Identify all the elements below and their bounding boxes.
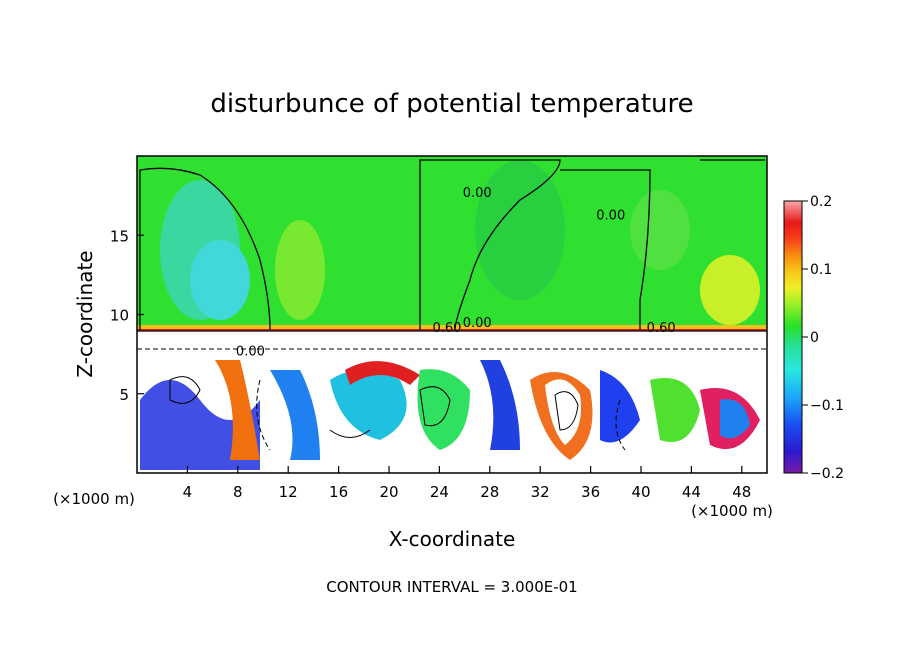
y-tick-label: 10 xyxy=(110,307,129,325)
x-axis-ticks: 4 8 12 16 20 24 28 32 36 40 44 48 xyxy=(183,466,751,501)
x-tick-label: 40 xyxy=(631,483,650,501)
contour-label: 0.00 xyxy=(596,208,625,223)
y-tick-label: 5 xyxy=(119,386,129,404)
x-tick-label: 44 xyxy=(682,483,701,501)
x-tick-label: 48 xyxy=(732,483,751,501)
x-tick-label: 20 xyxy=(379,483,398,501)
colorbar-tick-label: −0.1 xyxy=(810,398,844,414)
contour-label: 0.00 xyxy=(463,186,492,201)
y-tick-label: 15 xyxy=(110,227,129,245)
contour-interval-note: CONTOUR INTERVAL = 3.000E-01 xyxy=(326,578,577,596)
y-axis-ticks: 5 10 15 xyxy=(110,227,144,404)
x-axis-label: X-coordinate xyxy=(389,527,516,551)
plot-field xyxy=(137,156,767,473)
x-tick-label: 16 xyxy=(329,483,348,501)
colorbar-ticks: −0.2 −0.1 0 0.1 0.2 xyxy=(802,194,844,482)
y-axis-label: Z-coordinate xyxy=(73,250,97,377)
colorbar-tick-label: 0 xyxy=(810,330,819,346)
colorbar-tick-label: 0.2 xyxy=(810,194,832,210)
colorbar xyxy=(783,200,803,474)
x-tick-label: 28 xyxy=(480,483,499,501)
colorbar-tick-label: 0.1 xyxy=(810,262,832,278)
contour-label: 0.60 xyxy=(647,321,676,336)
contour-labels: 0.000.000.00 0.600.600.00 xyxy=(236,186,676,359)
contour-label: 0.00 xyxy=(463,316,492,331)
x-unit-label-right: (×1000 m) xyxy=(691,502,773,520)
contour-label: 0.60 xyxy=(432,321,461,336)
x-tick-label: 4 xyxy=(183,483,193,501)
x-unit-label-left: (×1000 m) xyxy=(53,490,135,508)
x-tick-label: 8 xyxy=(233,483,243,501)
chart-title: disturbunce of potential temperature xyxy=(210,89,693,119)
colorbar-tick-label: −0.2 xyxy=(810,466,844,482)
x-tick-label: 24 xyxy=(430,483,449,501)
x-tick-label: 12 xyxy=(279,483,298,501)
contour-label: 0.00 xyxy=(236,345,265,360)
x-tick-label: 32 xyxy=(531,483,550,501)
x-tick-label: 36 xyxy=(581,483,600,501)
